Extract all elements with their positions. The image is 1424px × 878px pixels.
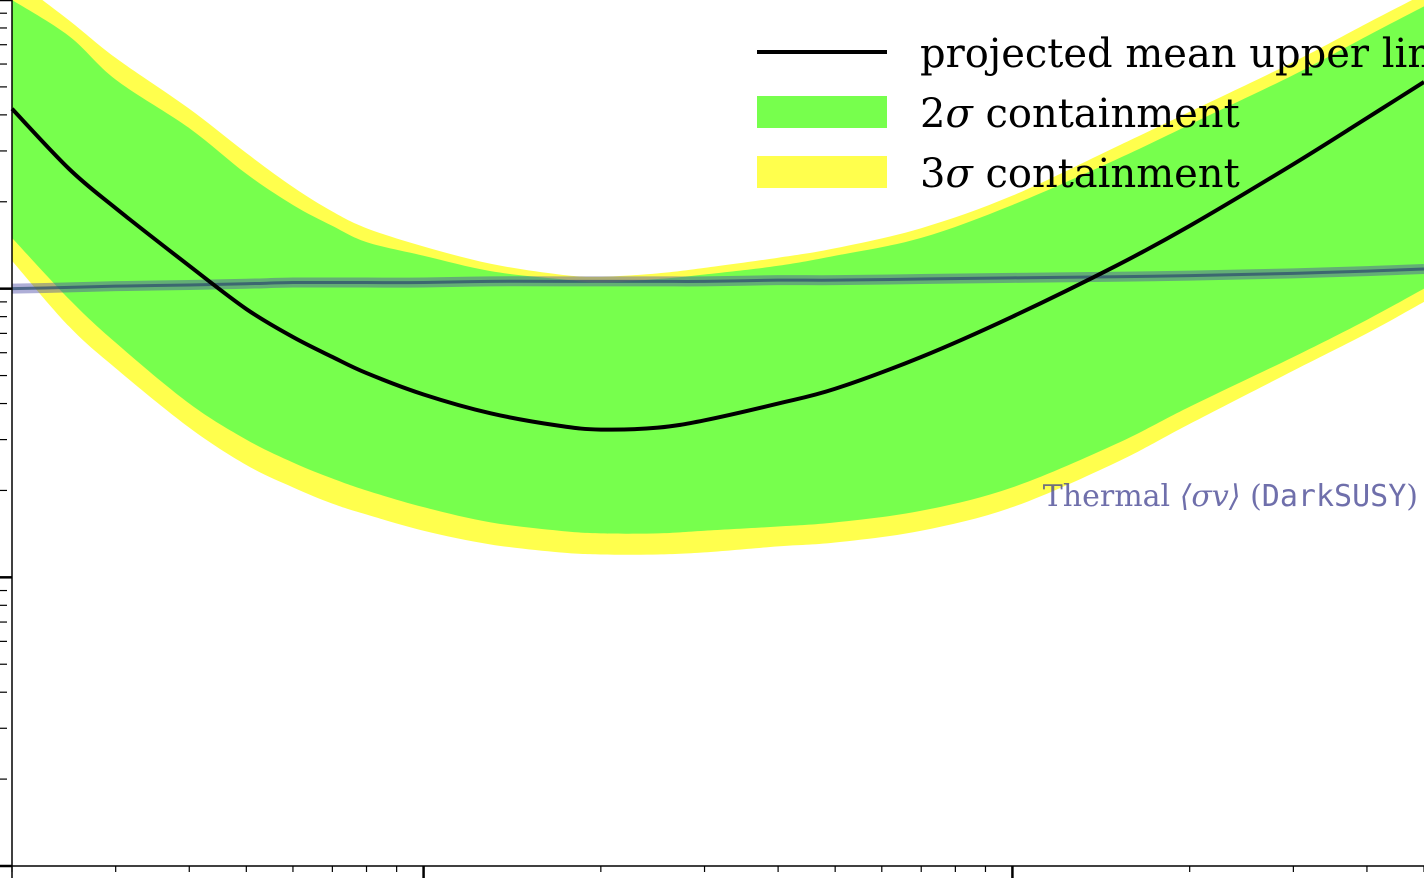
y-ticks <box>0 0 12 868</box>
thermal-line-core <box>11 267 1424 291</box>
legend-label-mean: projected mean upper limit <box>920 31 1424 77</box>
legend: projected mean upper limit 2σ containmen… <box>757 31 1424 197</box>
legend-label-3sigma-rest: containment <box>973 151 1240 197</box>
legend-label-3sigma-sym: σ <box>945 151 974 197</box>
mean-limit-path <box>10 80 1424 432</box>
thermal-annotation-sigmav: ⟨σv⟩ <box>1180 479 1241 514</box>
legend-label-2sigma-sym: σ <box>945 91 974 137</box>
thermal-annotation-open: ( <box>1241 479 1262 514</box>
band-2sigma <box>12 0 1424 534</box>
thermal-annotation-prefix: Thermal <box>1043 479 1180 514</box>
svg-text:Thermal ⟨σv⟩ (DarkSUSY): Thermal ⟨σv⟩ (DarkSUSY) <box>1043 479 1418 514</box>
legend-label-2sigma-rest: containment <box>973 91 1240 137</box>
legend-label-3sigma-num: 3 <box>920 151 945 197</box>
legend-marker-3sigma <box>757 156 887 188</box>
thermal-annotation: Thermal ⟨σv⟩ (DarkSUSY) <box>1043 479 1418 514</box>
legend-label-2sigma-num: 2 <box>920 91 945 137</box>
legend-label-2sigma: 2σ containment <box>920 91 1240 137</box>
thermal-line <box>11 263 1424 294</box>
mean-limit-line <box>10 80 1424 432</box>
band-2sigma-area <box>12 0 1424 534</box>
legend-label-3sigma: 3σ containment <box>920 151 1240 197</box>
x-ticks <box>11 866 1424 878</box>
thermal-annotation-code: DarkSUSY <box>1262 479 1407 514</box>
legend-marker-2sigma <box>757 96 887 128</box>
thermal-annotation-close: ) <box>1406 479 1418 514</box>
